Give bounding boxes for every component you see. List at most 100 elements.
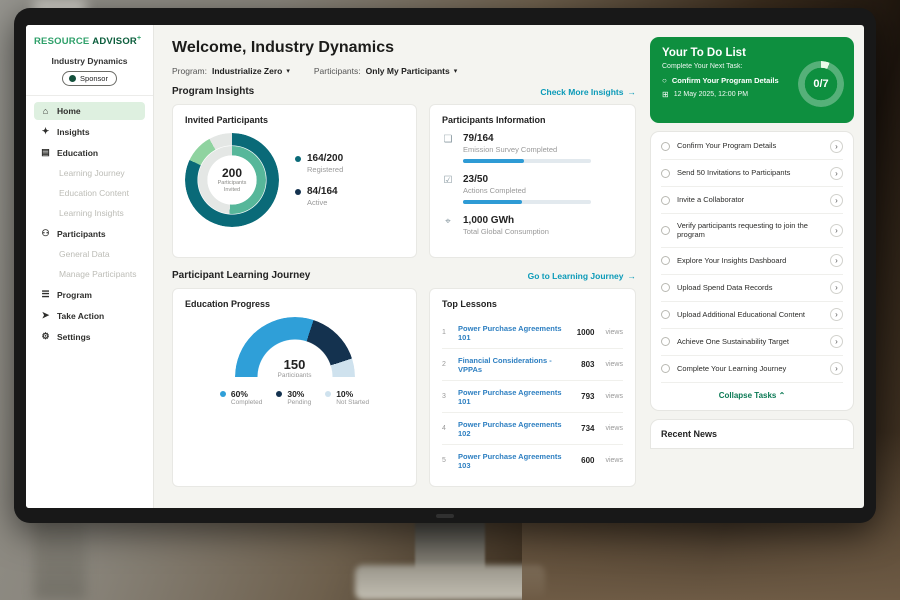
legend-item-registered: 164/200 Registered [295,153,343,174]
todo-next-time: ⊞ 12 May 2025, 12:00 PM [662,90,842,99]
task-item[interactable]: Achieve One Sustainability Target › [661,329,843,356]
sidebar-item-learning-journey[interactable]: Learning Journey [34,164,145,182]
circle-icon: ○ [662,76,667,85]
task-item[interactable]: Verify participants requesting to join t… [661,214,843,248]
task-chevron-icon[interactable]: › [830,308,843,321]
lesson-link[interactable]: Power Purchase Agreements 102 [458,419,562,438]
legend-value: 84/164 [307,186,338,197]
todo-next-task[interactable]: ○ Confirm Your Program Details [662,76,792,85]
task-label: Explore Your Insights Dashboard [677,255,787,265]
task-checkbox[interactable] [661,256,670,265]
participants-filter-dropdown[interactable]: Participants: Only My Participants ▾ [314,66,457,76]
lesson-row: 4 Power Purchase Agreements 102 734 view… [442,413,623,445]
lesson-row: 5 Power Purchase Agreements 103 600 view… [442,445,623,476]
info-value: 1,000 GWh [463,215,515,226]
task-chevron-icon[interactable]: › [830,166,843,180]
lesson-link[interactable]: Financial Considerations - VPPAs [458,355,552,374]
task-checkbox[interactable] [661,283,670,292]
sidebar-item-take-action[interactable]: ➤ Take Action [34,306,145,325]
sidebar-item-label: Education Content [59,188,129,199]
sidebar-item-label: Learning Journey [59,168,125,179]
card-title: Top Lessons [442,299,497,309]
org-name: Industry Dynamics [51,56,128,67]
donut-center-label: Participants Invited [217,179,247,193]
lesson-link[interactable]: Power Purchase Agreements 101 [458,387,562,406]
sidebar-item-settings[interactable]: ⚙ Settings [34,327,145,346]
task-label: Verify participants requesting to join t… [677,220,808,240]
lesson-views-unit: views [605,361,623,368]
sidebar-item-general-data[interactable]: General Data [34,245,145,263]
task-chevron-icon[interactable]: › [830,223,843,237]
recent-news-header: Recent News [650,418,854,449]
lesson-rank: 1 [442,329,446,336]
task-item[interactable]: Explore Your Insights Dashboard › [661,248,843,275]
task-checkbox[interactable] [661,310,670,319]
page-title: Welcome, Industry Dynamics [172,39,394,56]
task-chevron-icon[interactable]: › [830,193,843,207]
checkbox-icon: ☑ [443,175,453,186]
legend-dot [295,156,301,162]
section-title: Program Insights [172,86,255,97]
sidebar-item-participants[interactable]: ⚇ Participants [34,224,145,243]
task-checkbox[interactable] [661,195,670,205]
legend-item-pending: 30% Pending [276,389,311,406]
lesson-rank: 2 [442,361,446,368]
education-progress-card: Education Progress 150 Participants [172,288,417,487]
task-checkbox[interactable] [661,168,670,178]
sidebar-item-program[interactable]: ☰ Program [34,285,145,304]
check-more-insights-link[interactable]: Check More Insights → [540,87,636,97]
top-lessons-card: Top Lessons 1 Power Purchase Agreements … [429,288,636,487]
task-label: Send 50 Invitations to Participants [677,168,791,178]
book-icon: ▤ [41,147,50,158]
lesson-link[interactable]: Power Purchase Agreements 103 [458,451,562,470]
sidebar-item-education[interactable]: ▤ Education [34,143,145,162]
legend-label: Active [307,198,328,207]
task-item[interactable]: Upload Spend Data Records › [661,275,843,302]
task-checkbox[interactable] [661,141,670,151]
task-chevron-icon[interactable]: › [830,254,843,267]
sidebar-item-education-content[interactable]: Education Content [34,184,145,202]
filter-bar: Program: Industrialize Zero ▾ Participan… [172,66,636,76]
task-label: Complete Your Learning Journey [677,363,787,373]
sidebar-item-insights[interactable]: ✦ Insights [34,122,145,141]
legend-value: 10% [336,389,354,399]
task-checkbox[interactable] [661,364,670,373]
sidebar-item-learning-insights[interactable]: Learning Insights [34,204,145,222]
task-item[interactable]: Send 50 Invitations to Participants › [661,160,843,187]
task-item[interactable]: Confirm Your Program Details › [661,133,843,160]
sidebar-item-label: Take Action [57,310,105,321]
section-title: Participant Learning Journey [172,270,311,281]
lesson-rank: 3 [442,393,446,400]
progress-track [463,200,591,204]
program-filter-dropdown[interactable]: Program: Industrialize Zero ▾ [172,66,290,76]
todo-progress-count: 0/7 [813,78,829,90]
task-item[interactable]: Invite a Collaborator › [661,187,843,214]
task-chevron-icon[interactable]: › [830,335,843,348]
logo-plus: + [136,35,142,42]
lesson-row: 2 Financial Considerations - VPPAs 803 v… [442,349,623,381]
todo-title: Your To Do List [662,47,746,59]
task-chevron-icon[interactable]: › [830,362,843,375]
sidebar-item-label: Home [57,106,81,117]
monitor-frame: RESOURCE ADVISOR+ Industry Dynamics Spon… [14,8,876,523]
collapse-tasks-button[interactable]: Collapse Tasks ⌃ [661,383,843,409]
participants-information-card: Participants Information ❏ 79/164 Emissi… [429,104,636,258]
task-checkbox[interactable] [661,337,670,346]
sponsor-icon [69,75,77,83]
lesson-link[interactable]: Power Purchase Agreements 101 [458,323,562,342]
go-to-learning-journey-link[interactable]: Go to Learning Journey → [528,271,636,281]
clipboard-icon: ❏ [443,134,453,145]
legend-label: Completed [230,399,263,406]
sidebar-item-home[interactable]: ⌂ Home [34,102,145,121]
task-chevron-icon[interactable]: › [830,139,843,153]
participants-icon: ⚇ [41,228,50,239]
task-checkbox[interactable] [661,225,670,235]
sidebar-item-manage-participants[interactable]: Manage Participants [34,265,145,283]
task-chevron-icon[interactable]: › [830,281,843,294]
gauge-center-value: 150 [283,357,306,372]
task-label: Upload Spend Data Records [677,282,773,292]
task-label: Upload Additional Educational Content [677,309,806,319]
legend-value: 164/200 [307,153,344,164]
task-item[interactable]: Upload Additional Educational Content › [661,302,843,329]
task-item[interactable]: Complete Your Learning Journey › [661,356,843,383]
